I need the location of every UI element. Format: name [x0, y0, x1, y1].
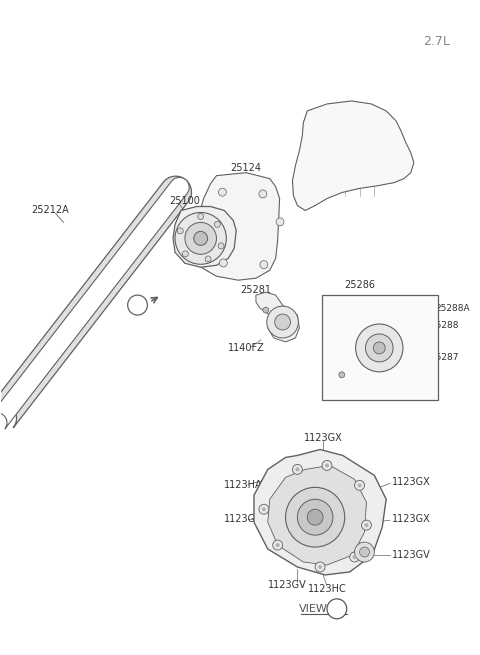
Circle shape	[373, 342, 385, 354]
Text: 25287: 25287	[431, 353, 459, 362]
Circle shape	[219, 259, 228, 267]
Text: 25288: 25288	[431, 320, 459, 329]
Text: VIEW: VIEW	[299, 604, 328, 614]
Circle shape	[286, 487, 345, 547]
Bar	[322, 295, 438, 400]
Circle shape	[275, 314, 290, 330]
Polygon shape	[256, 292, 300, 342]
Circle shape	[218, 243, 224, 249]
Circle shape	[218, 188, 227, 196]
Circle shape	[263, 307, 269, 313]
Circle shape	[355, 542, 374, 562]
Circle shape	[175, 212, 227, 264]
Circle shape	[259, 190, 267, 198]
Polygon shape	[0, 178, 189, 429]
Circle shape	[322, 460, 332, 470]
Text: 25281: 25281	[240, 285, 272, 295]
Circle shape	[365, 334, 393, 362]
Circle shape	[339, 372, 345, 378]
Text: 1123GX: 1123GX	[224, 514, 263, 524]
Text: 1123GX: 1123GX	[304, 432, 342, 443]
Circle shape	[260, 261, 268, 269]
Text: 1123GV: 1123GV	[268, 580, 307, 590]
Circle shape	[356, 324, 403, 372]
Circle shape	[202, 225, 210, 233]
Text: 1123GX: 1123GX	[392, 477, 431, 487]
Circle shape	[198, 214, 204, 219]
Polygon shape	[292, 101, 414, 210]
Polygon shape	[254, 449, 386, 575]
Text: 1123GV: 1123GV	[392, 550, 431, 560]
Circle shape	[292, 464, 302, 474]
Text: 1123HA: 1123HA	[224, 480, 263, 491]
Text: A: A	[333, 604, 341, 614]
Polygon shape	[268, 466, 366, 565]
Text: 25286: 25286	[345, 280, 376, 290]
Text: 25288A: 25288A	[435, 303, 470, 312]
Text: 2.7L: 2.7L	[423, 35, 450, 48]
Circle shape	[194, 231, 208, 246]
Circle shape	[276, 543, 280, 547]
Circle shape	[273, 540, 283, 550]
Circle shape	[259, 504, 269, 514]
Text: 25100: 25100	[169, 196, 200, 206]
Circle shape	[360, 547, 370, 557]
Circle shape	[298, 499, 333, 535]
Text: 1123HC: 1123HC	[308, 584, 347, 594]
Circle shape	[358, 483, 361, 487]
Circle shape	[182, 251, 188, 257]
Circle shape	[215, 221, 220, 227]
Circle shape	[276, 218, 284, 226]
Circle shape	[350, 552, 360, 562]
Circle shape	[295, 468, 300, 472]
Circle shape	[325, 464, 329, 468]
Text: 25289: 25289	[332, 390, 360, 399]
Circle shape	[364, 523, 369, 527]
Text: A: A	[134, 300, 141, 310]
Text: 25212A: 25212A	[31, 206, 69, 215]
Circle shape	[185, 223, 216, 254]
Circle shape	[355, 480, 364, 491]
Circle shape	[205, 256, 211, 262]
Text: 1123GX: 1123GX	[392, 514, 431, 524]
Circle shape	[307, 509, 323, 525]
Circle shape	[318, 565, 322, 569]
Polygon shape	[173, 206, 236, 267]
Circle shape	[327, 599, 347, 619]
Circle shape	[361, 520, 372, 530]
Circle shape	[177, 228, 183, 234]
Circle shape	[262, 507, 266, 511]
Polygon shape	[0, 176, 192, 428]
Text: 1140FZ: 1140FZ	[228, 343, 264, 353]
Circle shape	[128, 295, 147, 315]
Circle shape	[315, 562, 325, 572]
Polygon shape	[199, 173, 280, 280]
Circle shape	[267, 306, 299, 338]
Circle shape	[353, 555, 357, 559]
Text: 25124: 25124	[230, 162, 262, 173]
